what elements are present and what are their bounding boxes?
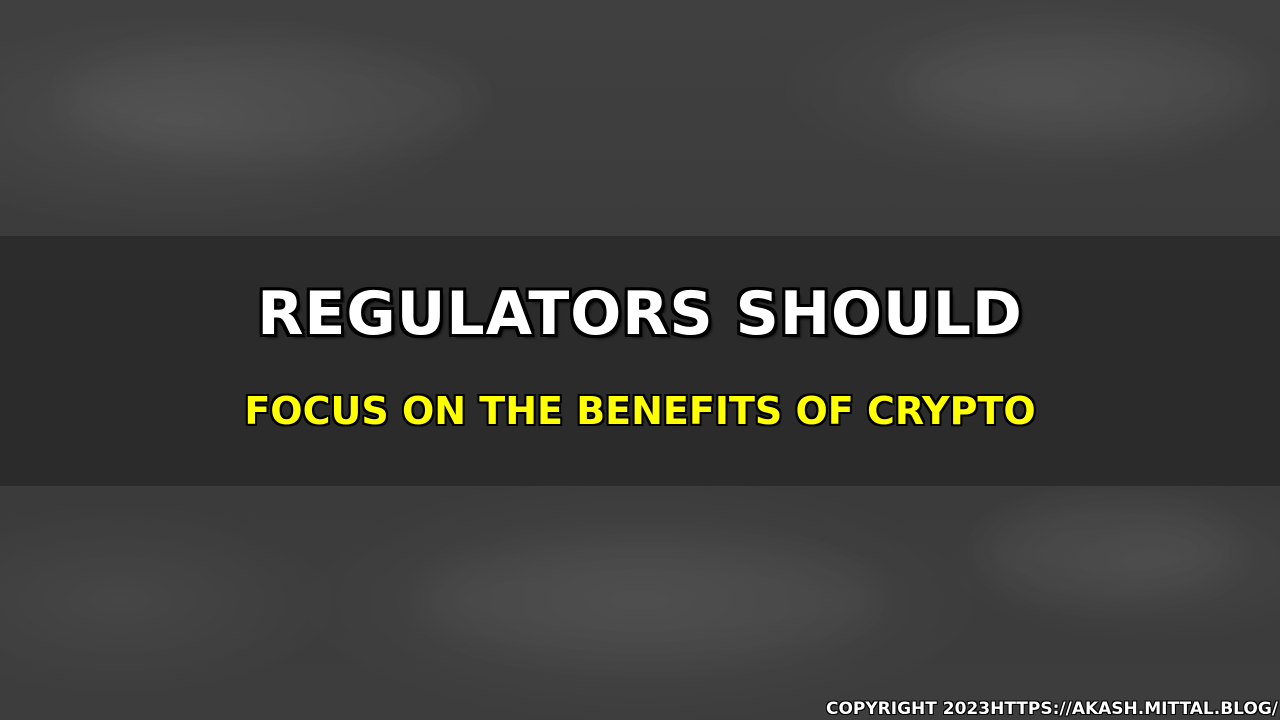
title-band (0, 236, 1280, 486)
headline: REGULATORS SHOULD (257, 279, 1023, 349)
chalk-smudge (900, 30, 1260, 140)
subheadline: FOCUS ON THE BENEFITS OF CRYPTO (244, 389, 1036, 433)
chalk-smudge (60, 40, 480, 160)
chalk-smudge (980, 500, 1240, 600)
copyright-text: COPYRIGHT 2023HTTPS://AKASH.MITTAL.BLOG/ (825, 699, 1278, 719)
chalk-smudge (420, 540, 880, 660)
